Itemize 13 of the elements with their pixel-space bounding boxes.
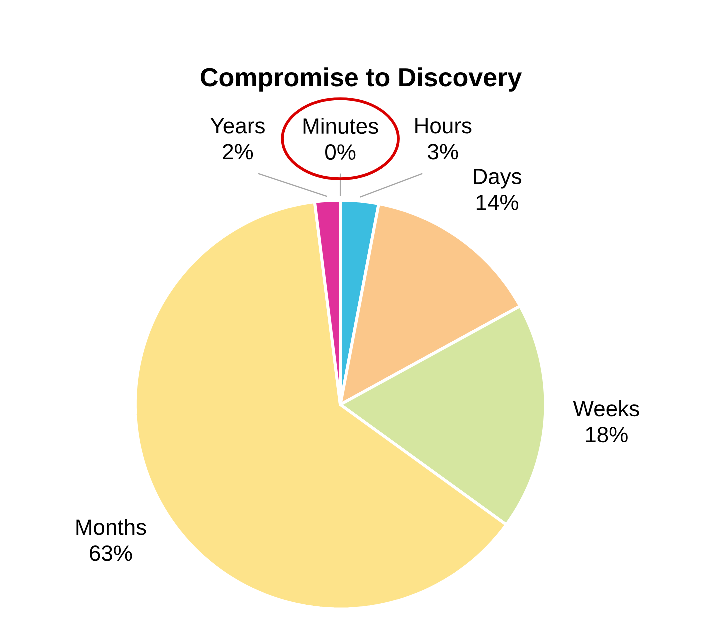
text: 0%	[326, 144, 356, 160]
chart-title: Compromise to Discovery	[201, 68, 522, 92]
slice-label: Weeks	[573, 400, 640, 417]
slice-label: Days	[474, 169, 522, 189]
slice-label: Hours	[416, 118, 472, 134]
data-label: 2%	[223, 144, 254, 160]
slice-label: Years	[210, 118, 265, 134]
data-label: 18%	[586, 427, 628, 443]
data-label: 14%	[476, 194, 519, 210]
slice-label: Months	[76, 519, 146, 536]
data-label: 63%	[90, 546, 132, 562]
category-label: Minutes	[304, 118, 378, 134]
data-label: 3%	[428, 144, 458, 160]
